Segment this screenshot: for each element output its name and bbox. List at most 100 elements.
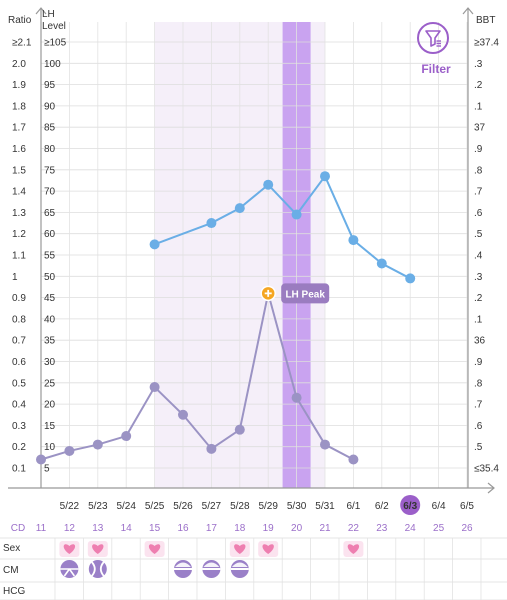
ratio-tick-label: 1.1 <box>12 251 26 262</box>
lh-point <box>348 454 359 465</box>
bbt-tick-label: .9 <box>474 357 483 368</box>
lh-tick-label: ≥105 <box>44 38 67 49</box>
heart-icon <box>347 544 360 554</box>
bbt-tick-label: .4 <box>474 251 483 262</box>
bbt-tick-label: ≤35.4 <box>474 464 499 475</box>
lh-tick-label: 75 <box>44 165 56 176</box>
lh-tick-label: 5 <box>44 464 50 475</box>
lh-point <box>178 409 188 420</box>
lh-point <box>320 439 330 450</box>
bbt-point <box>320 171 330 182</box>
ratio-tick-label: 1.6 <box>12 144 26 155</box>
lh-tick-label: 15 <box>44 421 56 432</box>
lh-peak-tooltip <box>281 283 330 304</box>
lh-point <box>121 431 132 442</box>
ratio-tick-label: 0.8 <box>12 314 26 325</box>
cycle-day-label: 23 <box>376 523 388 534</box>
ratio-tick-label: 0.9 <box>12 293 26 304</box>
date-tick-label: 6/4 <box>432 501 446 512</box>
bbt-tick-label: .5 <box>474 442 483 453</box>
date-tick-label: 5/24 <box>116 501 136 512</box>
lh-tick-label: 80 <box>44 144 56 155</box>
date-tick-label: 5/27 <box>202 501 222 512</box>
lh-point <box>149 382 160 393</box>
cycle-day-label: 14 <box>121 523 133 534</box>
lh-point <box>92 439 103 450</box>
lh-tick-label: 60 <box>44 229 56 240</box>
bbt-point <box>206 218 217 229</box>
lh-tick-label: 20 <box>44 400 56 411</box>
bbt-tick-label: 37 <box>474 123 486 134</box>
bbt-tick-label: .2 <box>474 80 483 91</box>
lh-tick-label: 25 <box>44 378 56 389</box>
selected-date-highlight <box>400 495 421 515</box>
cm-icon-detail <box>175 562 191 567</box>
hcg-row-label: HCG <box>3 586 25 597</box>
lh-axis-title-line2: Level <box>42 21 66 32</box>
bbt-tick-label: .9 <box>474 144 483 155</box>
bbt-tick-label: .6 <box>474 208 483 219</box>
ratio-tick-label: 1.5 <box>12 165 26 176</box>
lh-point <box>291 392 302 403</box>
ratio-tick-label: 1.7 <box>12 123 26 134</box>
date-tick-label: 5/29 <box>258 501 278 512</box>
cycle-day-label: 11 <box>36 523 47 534</box>
ratio-tick-label: 1 <box>12 272 18 283</box>
ratio-tick-label: 0.7 <box>12 336 26 347</box>
bbt-point <box>376 258 387 269</box>
filter-button[interactable]: Filter <box>414 22 458 80</box>
ratio-tick-label: 0.3 <box>12 421 26 432</box>
lh-tick-label: 90 <box>44 101 56 112</box>
selected-date-label: 6/3 <box>403 501 417 512</box>
cycle-day-label: 19 <box>263 523 275 534</box>
filter-funnel-icon <box>417 22 449 54</box>
lh-tick-label: 35 <box>44 336 56 347</box>
date-tick-label: 5/31 <box>315 501 335 512</box>
date-tick-label: 5/25 <box>145 501 165 512</box>
ratio-tick-label: 1.3 <box>12 208 26 219</box>
bbt-tick-label: .6 <box>474 421 483 432</box>
ratio-tick-label: 0.2 <box>12 442 26 453</box>
bbt-tick-label: .8 <box>474 165 483 176</box>
lh-tick-label: 50 <box>44 272 56 283</box>
heart-icon <box>262 544 274 554</box>
date-tick-label: 5/26 <box>173 501 193 512</box>
date-tick-label: 5/28 <box>230 501 250 512</box>
right-axis-arrow <box>462 7 474 15</box>
date-tick-label: 6/1 <box>346 501 360 512</box>
lh-tick-label: 70 <box>44 187 56 198</box>
cycle-day-label: 26 <box>461 523 473 534</box>
cycle-day-label: 25 <box>433 523 445 534</box>
ratio-tick-label: 1.8 <box>12 101 26 112</box>
cm-icon-detail <box>231 562 248 567</box>
lh-tick-label: 45 <box>44 293 56 304</box>
lh-axis-title-line1: LH <box>42 9 55 20</box>
bbt-tick-label: .1 <box>474 101 483 112</box>
lh-tick-label: 30 <box>44 357 56 368</box>
cycle-day-label: 22 <box>348 523 360 534</box>
lh-point <box>234 424 245 435</box>
bbt-tick-label: .2 <box>474 293 483 304</box>
bbt-tick-label: .3 <box>474 272 483 283</box>
bbt-point <box>149 239 160 250</box>
ratio-tick-label: ≥2.1 <box>12 38 32 49</box>
ratio-tick-label: 0.4 <box>12 400 26 411</box>
cycle-day-label: 21 <box>319 523 331 534</box>
ratio-tick-label: 1.4 <box>12 187 26 198</box>
heart-icon <box>234 544 246 554</box>
ratio-tick-label: 0.6 <box>12 357 26 368</box>
ratio-tick-label: 0.5 <box>12 378 26 389</box>
bbt-tick-label: .8 <box>474 378 483 389</box>
ratio-tick-label: 0.1 <box>12 464 26 475</box>
ratio-tick-label: 2.0 <box>12 59 26 70</box>
cd-row-label: CD <box>11 523 25 534</box>
bbt-point <box>234 203 245 214</box>
cycle-day-label: 20 <box>291 523 303 534</box>
bbt-tick-label: 36 <box>474 336 486 347</box>
lh-point <box>36 454 46 465</box>
bbt-point <box>263 179 274 190</box>
ratio-tick-label: 1.9 <box>12 80 26 91</box>
bbt-point <box>291 209 302 220</box>
date-tick-label: 5/30 <box>287 501 307 512</box>
